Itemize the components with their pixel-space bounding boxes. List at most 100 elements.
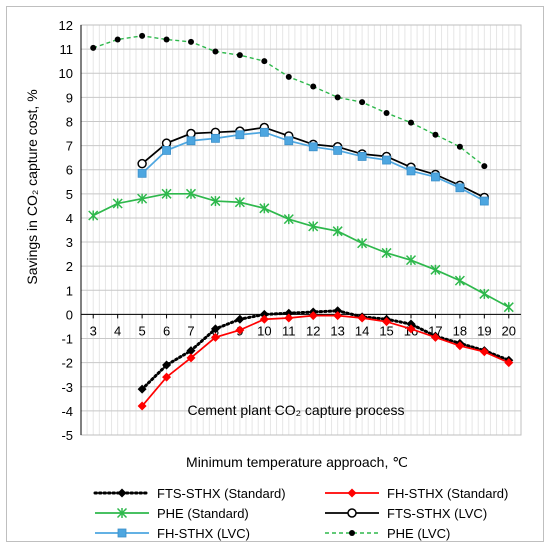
series-line <box>141 314 510 407</box>
data-point-marker <box>112 198 123 209</box>
data-point-marker <box>456 143 463 150</box>
y-tick-label: 0 <box>66 307 73 322</box>
legend-item: FTS-STHX (LVC) <box>325 506 487 521</box>
data-point-marker <box>408 119 414 126</box>
data-point-marker <box>357 238 368 249</box>
y-tick-label: 8 <box>66 114 73 129</box>
series-phe-standard <box>88 188 514 313</box>
data-point-marker <box>432 131 439 138</box>
x-tick-label: 18 <box>453 323 467 338</box>
data-point-marker <box>210 332 220 342</box>
data-point-marker <box>479 196 489 206</box>
legend-item: PHE (LVC) <box>325 526 450 541</box>
data-point-marker <box>161 188 172 199</box>
data-point-marker <box>333 311 343 321</box>
data-point-marker <box>283 214 294 225</box>
series-phe-lvc <box>90 32 488 170</box>
data-point-marker <box>382 317 392 327</box>
x-tick-label: 3 <box>90 323 97 338</box>
data-point-marker <box>381 247 392 258</box>
data-point-marker <box>137 158 147 169</box>
data-point-marker <box>234 197 245 208</box>
data-point-marker <box>186 353 196 363</box>
legend-item: PHE (Standard) <box>95 506 249 521</box>
data-point-marker <box>455 183 465 193</box>
data-point-marker <box>161 138 172 148</box>
data-point-marker <box>210 324 220 334</box>
data-point-marker <box>285 73 292 80</box>
y-tick-label: 9 <box>66 90 73 105</box>
data-point-marker <box>406 319 416 329</box>
y-tick-label: 3 <box>66 235 73 250</box>
data-point-marker <box>431 172 440 182</box>
legend-item: FH-STHX (LVC) <box>95 526 250 541</box>
data-point-marker <box>406 166 416 176</box>
y-tick-label: 4 <box>66 211 73 226</box>
data-point-marker <box>405 255 417 266</box>
data-point-marker <box>455 341 465 351</box>
legend-label: FH-STHX (LVC) <box>157 526 250 541</box>
data-point-marker <box>163 36 170 43</box>
y-tick-label: 11 <box>60 42 74 57</box>
y-tick-label: -2 <box>61 356 73 371</box>
y-tick-label: 1 <box>66 283 73 298</box>
series-line <box>92 192 510 308</box>
data-point-marker <box>430 332 440 342</box>
y-tick-label: 5 <box>66 187 73 202</box>
data-point-marker <box>162 146 171 155</box>
data-point-marker <box>186 136 196 146</box>
data-point-marker <box>186 346 196 356</box>
data-point-marker <box>357 152 367 161</box>
chart-annotation: Cement plant CO₂ capture process <box>187 402 404 418</box>
data-point-marker <box>117 488 127 498</box>
data-point-marker <box>310 83 317 90</box>
legend-label: FTS-STHX (LVC) <box>387 506 487 521</box>
x-tick-label: 6 <box>163 323 170 338</box>
legend-label: FH-STHX (Standard) <box>387 486 508 501</box>
x-tick-label: 7 <box>187 323 194 338</box>
data-point-marker <box>284 308 294 318</box>
y-tick-label: -3 <box>61 380 73 395</box>
data-point-marker <box>259 127 269 137</box>
series-fh-sthx-standard <box>137 311 514 411</box>
y-axis-label: Savings in CO₂ capture cost, % <box>24 89 40 284</box>
data-point-marker <box>185 188 197 199</box>
data-point-marker <box>349 530 355 536</box>
x-tick-label: 13 <box>330 323 344 338</box>
legend-item: FTS-STHX (Standard) <box>93 486 286 501</box>
data-point-marker <box>347 488 357 498</box>
axes <box>80 24 522 436</box>
data-point-marker <box>137 401 147 411</box>
data-point-marker <box>503 302 514 313</box>
x-tick-label: 11 <box>282 323 296 338</box>
x-tick-label: 5 <box>138 323 145 338</box>
data-point-marker <box>261 58 268 65</box>
data-point-marker <box>162 360 172 370</box>
data-point-marker <box>137 384 147 394</box>
y-tick-label: 6 <box>66 163 73 178</box>
data-point-marker <box>479 347 489 357</box>
data-point-marker <box>236 52 243 59</box>
data-point-marker <box>359 99 366 106</box>
data-point-marker <box>116 507 128 519</box>
data-point-marker <box>357 313 367 323</box>
data-point-marker <box>90 44 97 51</box>
data-point-marker <box>235 314 245 324</box>
x-tick-label: 20 <box>502 323 516 338</box>
minor-gridlines <box>86 25 516 435</box>
data-point-marker <box>308 142 318 152</box>
legend-label: PHE (LVC) <box>387 526 450 541</box>
data-point-marker <box>259 314 269 324</box>
x-tick-label: 19 <box>477 323 491 338</box>
series-fh-sthx-lvc <box>137 127 489 206</box>
data-point-marker <box>235 325 245 335</box>
data-point-marker <box>259 309 269 319</box>
data-point-marker <box>212 48 219 55</box>
data-point-marker <box>139 32 146 39</box>
data-point-marker <box>430 264 441 275</box>
data-point-marker <box>284 313 294 323</box>
data-point-marker <box>117 528 127 538</box>
data-point-marker <box>406 324 416 334</box>
legend-label: PHE (Standard) <box>157 506 249 521</box>
